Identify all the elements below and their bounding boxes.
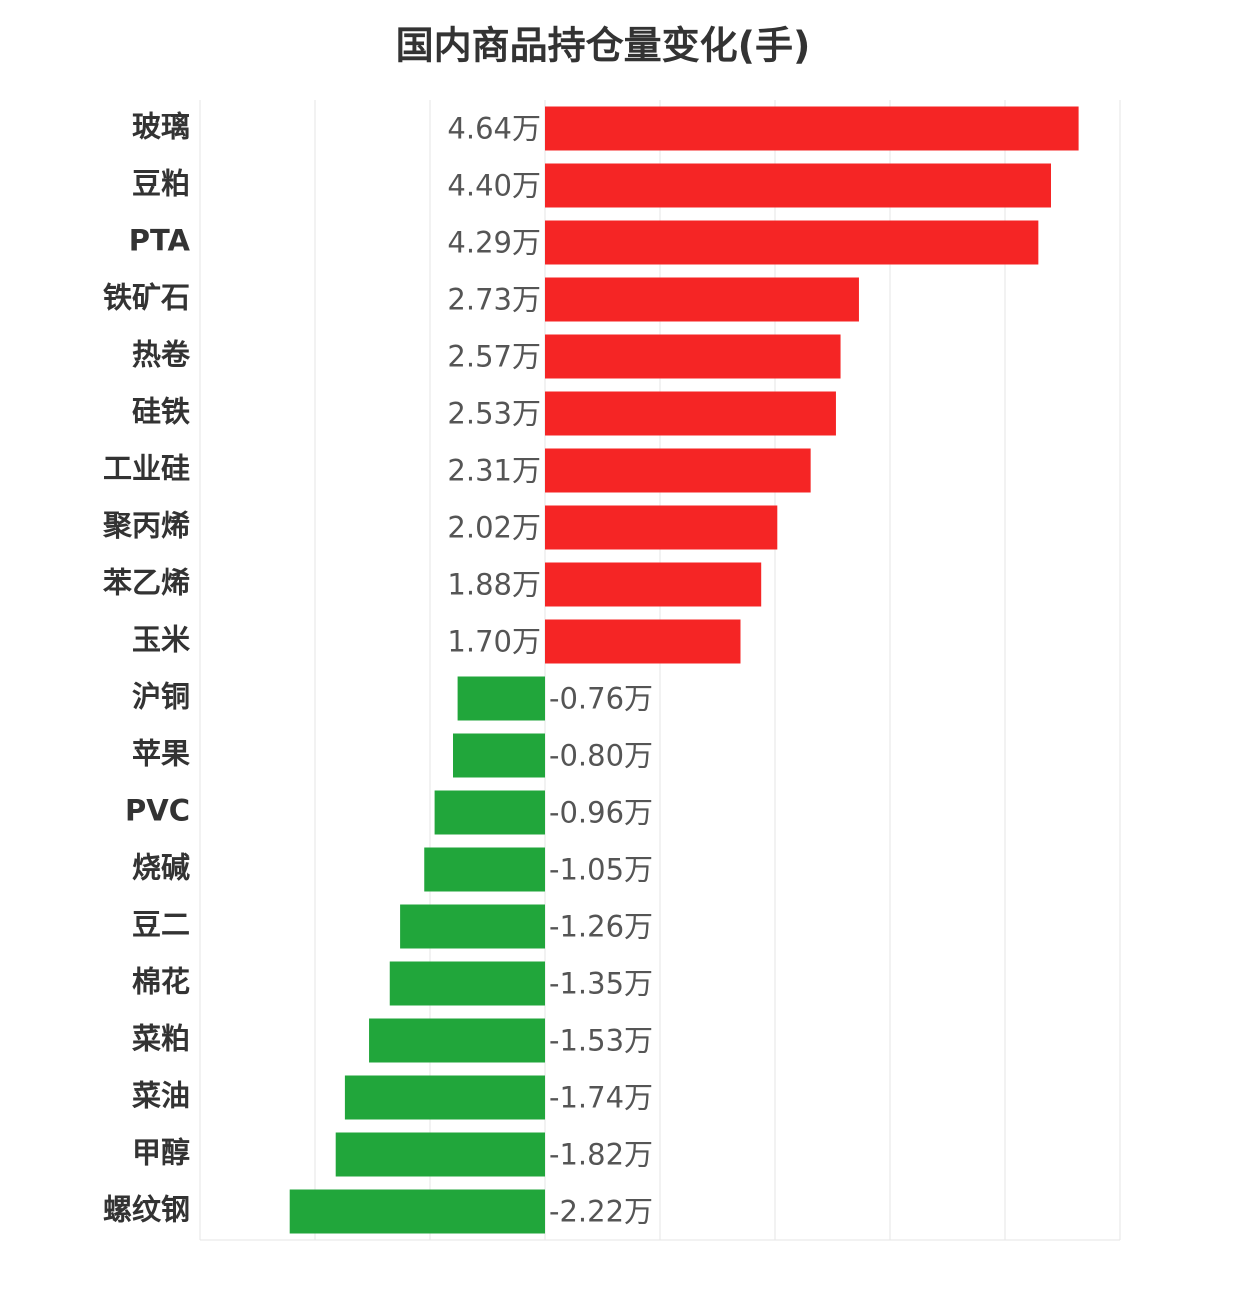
value-label: -0.80万	[549, 739, 653, 773]
bar	[434, 790, 545, 835]
category-label: 沪铜	[132, 680, 190, 714]
value-label: -1.74万	[549, 1081, 653, 1115]
value-label: 2.02万	[447, 511, 541, 545]
category-label: 苯乙烯	[103, 566, 190, 600]
bar	[545, 505, 778, 550]
category-label: PVC	[125, 794, 190, 828]
category-label: 豆粕	[132, 167, 190, 201]
category-label: 甲醇	[132, 1136, 190, 1170]
bar	[545, 448, 811, 493]
value-label: -0.76万	[549, 682, 653, 716]
category-label: 工业硅	[103, 452, 190, 486]
category-label: 烧碱	[132, 851, 190, 885]
bar	[545, 619, 741, 664]
category-label: 苹果	[132, 737, 190, 771]
bar	[457, 676, 545, 721]
category-label: PTA	[129, 224, 191, 258]
value-label: 2.53万	[447, 397, 541, 431]
value-label: -1.26万	[549, 910, 653, 944]
value-label: 1.88万	[447, 568, 541, 602]
value-label: 2.57万	[447, 340, 541, 374]
bar	[545, 163, 1051, 208]
value-label: -1.82万	[549, 1138, 653, 1172]
category-label: 铁矿石	[103, 281, 190, 315]
category-label: 热卷	[132, 338, 191, 372]
bar	[369, 1018, 545, 1063]
value-label: 1.70万	[447, 625, 541, 659]
value-label: -1.35万	[549, 967, 653, 1001]
bar	[344, 1075, 545, 1120]
value-label: 2.31万	[447, 454, 541, 488]
bar	[545, 562, 762, 607]
bar	[545, 334, 841, 379]
value-label: -0.96万	[549, 796, 653, 830]
bar	[335, 1132, 545, 1177]
value-label: 4.40万	[447, 169, 541, 203]
bar	[545, 220, 1039, 265]
bar	[400, 904, 545, 949]
chart-title: 国内商品持仓量变化(手)	[396, 24, 811, 68]
value-label: 2.73万	[447, 283, 541, 317]
category-label: 螺纹钢	[103, 1193, 190, 1227]
bar	[545, 277, 859, 322]
bar	[389, 961, 545, 1006]
value-label: -1.05万	[549, 853, 653, 887]
value-label: -1.53万	[549, 1024, 653, 1058]
bar	[289, 1189, 545, 1234]
bar	[545, 391, 836, 436]
category-label: 聚丙烯	[102, 509, 190, 543]
category-label: 玉米	[132, 623, 190, 657]
bar	[545, 106, 1079, 151]
bar	[424, 847, 545, 892]
category-label: 玻璃	[132, 110, 190, 144]
value-label: 4.29万	[447, 226, 541, 260]
category-label: 棉花	[132, 965, 190, 999]
value-label: -2.22万	[549, 1195, 653, 1229]
category-label: 菜粕	[132, 1022, 190, 1056]
category-label: 硅铁	[132, 395, 190, 429]
value-label: 4.64万	[447, 112, 541, 146]
category-label: 豆二	[132, 908, 190, 942]
bar	[453, 733, 545, 778]
category-label: 菜油	[132, 1079, 190, 1113]
